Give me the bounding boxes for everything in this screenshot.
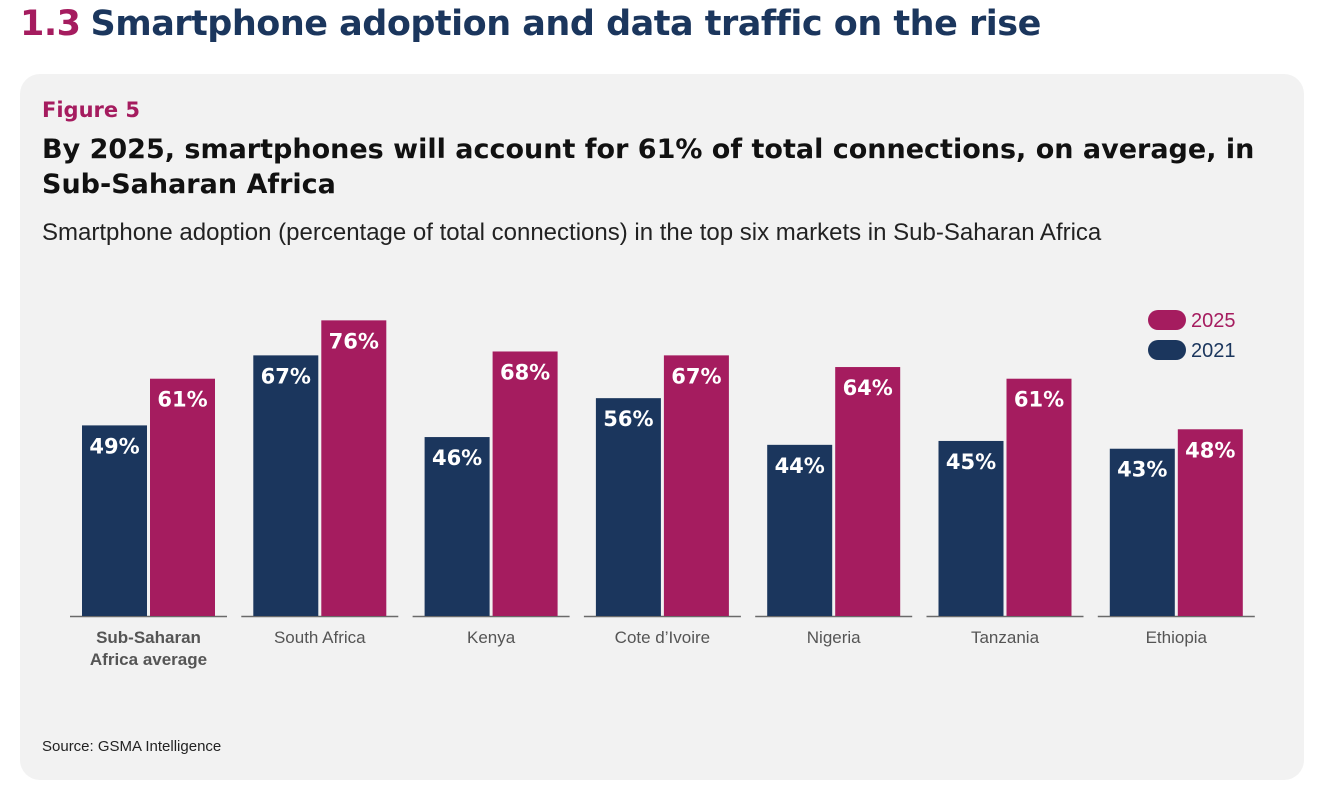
section-number: 1.3 (20, 4, 81, 44)
legend-label-2021: 2021 (1191, 340, 1236, 362)
bar-2021 (1109, 448, 1175, 616)
figure-card: Figure 5 By 2025, smartphones will accou… (20, 74, 1304, 780)
figure-subtitle: Smartphone adoption (percentage of total… (42, 219, 1102, 246)
bar-value-label: 64% (843, 376, 893, 400)
bar-2025 (663, 355, 729, 616)
bar-value-label: 49% (89, 434, 139, 458)
legend-swatch-2025 (1148, 310, 1186, 330)
category-label: Cote d’Ivoire (615, 628, 710, 647)
bar-2021 (253, 355, 319, 616)
category-label: Africa average (90, 650, 207, 669)
bar-value-label: 67% (261, 364, 311, 388)
category-label: Sub-Saharan (96, 628, 201, 647)
bar-value-label: 61% (1014, 388, 1064, 412)
bar-value-label: 56% (603, 407, 653, 431)
bar-value-label: 76% (329, 329, 379, 353)
bar-2025 (1177, 429, 1243, 616)
legend-label-2025: 2025 (1191, 310, 1236, 332)
bar-2021 (595, 398, 661, 616)
bar-2021 (938, 440, 1004, 616)
bar-2025 (321, 320, 387, 616)
bar-value-label: 48% (1185, 438, 1235, 462)
category-label: Tanzania (971, 628, 1040, 647)
category-label: Kenya (467, 628, 516, 647)
bar-value-label: 68% (500, 360, 550, 384)
figure-label: Figure 5 (42, 98, 141, 122)
bar-value-label: 67% (671, 364, 721, 388)
bar-value-label: 61% (157, 388, 207, 412)
bar-value-label: 46% (432, 446, 482, 470)
bar-2025 (150, 378, 215, 616)
bar-value-label: 44% (775, 454, 825, 478)
category-label: Nigeria (807, 628, 861, 647)
category-label: Ethiopia (1146, 628, 1208, 647)
section-title-text: Smartphone adoption and data traffic on … (90, 4, 1042, 44)
section-title: 1.3 Smartphone adoption and data traffic … (20, 4, 1041, 44)
category-label: South Africa (274, 628, 366, 647)
bar-2021 (767, 444, 833, 616)
bar-2021 (424, 437, 490, 616)
bar-value-label: 43% (1117, 458, 1167, 482)
bar-2025 (1006, 378, 1072, 616)
bar-2025 (835, 367, 901, 616)
bar-value-label: 45% (946, 450, 996, 474)
source-note: Source: GSMA Intelligence (42, 738, 222, 755)
bar-2025 (492, 351, 558, 616)
bar-2021 (82, 425, 147, 616)
bar-chart: 49% 61% Sub-Saharan Africa average 67% 76% Sou… (70, 310, 1255, 669)
legend-swatch-2021 (1148, 340, 1186, 360)
figure-title: By 2025, smartphones will account for 61… (42, 134, 1255, 200)
